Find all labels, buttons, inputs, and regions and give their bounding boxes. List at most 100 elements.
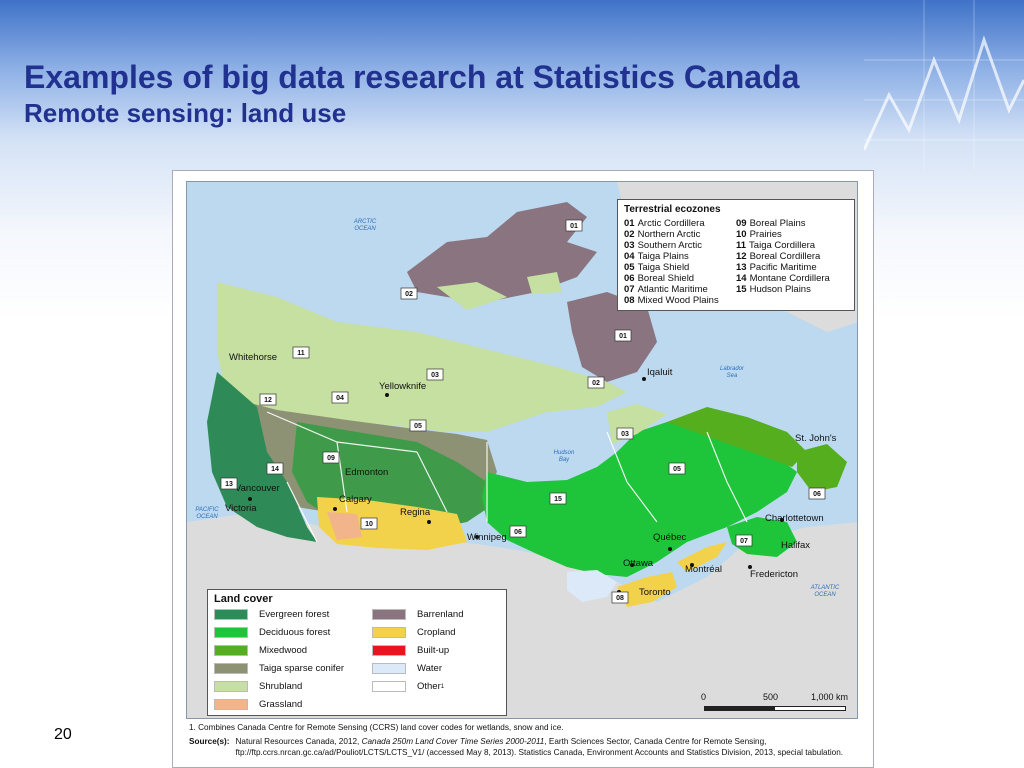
city-calgary: Calgary [339, 494, 372, 505]
ecozones-legend-title: Terrestrial ecozones [624, 204, 721, 215]
slide-subtitle: Remote sensing: land use [24, 98, 347, 128]
svg-text:01: 01 [619, 333, 627, 340]
ecozone-label-01b: 01 [614, 329, 632, 342]
svg-text:14: 14 [271, 466, 279, 473]
ecozone-label-05b: 05 [668, 462, 686, 475]
city-iqaluit: Iqaluit [647, 367, 673, 378]
svg-text:09: 09 [327, 455, 335, 462]
ecozone-label-04: 04 [331, 391, 349, 404]
svg-text:05: 05 [673, 466, 681, 473]
land-cover-swatch [372, 627, 406, 638]
slide-number: 20 [54, 726, 72, 743]
footnote: 1. Combines Canada Centre for Remote Sen… [189, 723, 564, 732]
newfoundland [797, 444, 847, 492]
city-ottawa: Ottawa [623, 558, 654, 569]
city-montreal: Montréal [685, 564, 722, 575]
ecozone-legend-item: 11 Taiga Cordillera [736, 240, 816, 251]
svg-text:Labrador: Labrador [720, 366, 745, 372]
scale-label-0: 0 [701, 692, 707, 702]
slide-title: Examples of big data research at Statist… [24, 59, 800, 95]
ecozone-label-09: 09 [322, 451, 340, 464]
ecozone-legend-item: 07 Atlantic Maritime [624, 284, 708, 295]
ecozone-legend-item: 06 Boreal Shield [624, 273, 695, 284]
ecozone-label-13: 13 [220, 477, 238, 490]
land-cover-legend-list: Evergreen forest Barrenland Deciduous fore… [214, 608, 500, 711]
ecozone-legend-item: 01 Arctic Cordillera [624, 218, 705, 229]
land-cover-swatch [372, 645, 406, 656]
ocean-label-atlantic: ATLANTIC OCEAN [810, 585, 840, 598]
ecozone-legend-item: 15 Hudson Plains [736, 284, 811, 295]
svg-text:13: 13 [225, 481, 233, 488]
ecozone-label-10: 10 [360, 517, 378, 530]
scale-bar: 0 500 1,000 km [699, 692, 849, 718]
land-cover-legend-title: Land cover [214, 593, 273, 605]
st-lawrence-cropland [677, 542, 727, 572]
svg-text:03: 03 [431, 372, 439, 379]
ecozone-label-06b: 06 [808, 487, 826, 500]
land-cover-legend-item: Shrubland [214, 680, 372, 693]
city-yellowknife: Yellowknife [379, 381, 426, 392]
svg-text:02: 02 [592, 380, 600, 387]
land-cover-legend-item: Grassland [214, 698, 372, 711]
city-regina: Regina [400, 507, 431, 518]
ecozone-legend-item: 13 Pacific Maritime [736, 262, 817, 273]
svg-text:06: 06 [514, 529, 522, 536]
land-cover-swatch [372, 609, 406, 620]
ecozone-legend-item: 08 Mixed Wood Plains [624, 295, 719, 306]
canada-land-cover-map: ARCTIC OCEAN Labrador Sea Hudson Bay PAC… [186, 181, 858, 719]
ocean-label-arctic: ARCTIC OCEAN [353, 219, 377, 232]
baffin-island [567, 292, 657, 382]
ecozone-label-03a: 03 [426, 368, 444, 381]
scale-label-500: 500 [763, 692, 779, 702]
svg-text:Bay: Bay [559, 457, 570, 463]
land-cover-figure: ARCTIC OCEAN Labrador Sea Hudson Bay PAC… [172, 170, 874, 768]
land-cover-legend: Land cover Evergreen forest Barrenland Dec… [207, 589, 507, 716]
land-cover-swatch [372, 681, 406, 692]
ocean-label-labrador: Labrador Sea [720, 366, 745, 379]
maritimes [727, 517, 797, 557]
ecozone-legend-item: 12 Boreal Cordillera [736, 251, 821, 262]
ecozone-legend-item: 14 Montane Cordillera [736, 273, 830, 284]
svg-text:Sea: Sea [727, 373, 738, 379]
ocean-label-pacific: PACIFIC OCEAN [195, 507, 219, 520]
svg-text:04: 04 [336, 395, 344, 402]
svg-text:03: 03 [621, 431, 629, 438]
svg-text:11: 11 [297, 350, 305, 357]
decorative-graph-lines [864, 0, 1024, 170]
land-cover-swatch [214, 627, 248, 638]
ecozone-legend-item: 03 Southern Arctic [624, 240, 702, 251]
land-cover-legend-item: Taiga sparse conifer [214, 662, 372, 675]
ecozones-legend-list: 01 Arctic Cordillera 09 Boreal Plains 02 Nort… [624, 218, 848, 306]
ecozones-legend: Terrestrial ecozones 01 Arctic Cordillera… [617, 199, 855, 311]
source-label: Source(s): [189, 737, 230, 746]
land-cover-swatch [214, 699, 248, 710]
ecozone-label-05a: 05 [409, 419, 427, 432]
svg-text:08: 08 [616, 595, 624, 602]
svg-text:02: 02 [405, 291, 413, 298]
svg-text:OCEAN: OCEAN [814, 592, 836, 598]
land-cover-swatch [214, 609, 248, 620]
land-cover-legend-item: Cropland [372, 626, 502, 639]
city-vancouver: Vancouver [235, 483, 280, 494]
ecozone-label-07: 07 [735, 534, 753, 547]
city-whitehorse: Whitehorse [229, 352, 277, 363]
mainland-shrubland [217, 282, 627, 432]
ecozone-label-11: 11 [292, 346, 310, 359]
ecozone-label-14: 14 [266, 462, 284, 475]
svg-text:OCEAN: OCEAN [354, 226, 376, 232]
land-cover-swatch [214, 645, 248, 656]
land-cover-legend-item: Mixedwood [214, 644, 372, 657]
ecozone-label-03b: 03 [616, 427, 634, 440]
grassland [327, 512, 362, 540]
ecozone-label-08: 08 [611, 591, 629, 604]
svg-text:OCEAN: OCEAN [196, 514, 218, 520]
city-edmonton: Edmonton [345, 467, 388, 478]
land-cover-legend-item: Deciduous forest [214, 626, 372, 639]
svg-text:06: 06 [813, 491, 821, 498]
svg-text:01: 01 [570, 223, 578, 230]
land-cover-swatch [372, 663, 406, 674]
land-cover-legend-item: Built-up [372, 644, 502, 657]
city-fredericton: Fredericton [750, 569, 798, 580]
city-halifax: Halifax [781, 540, 810, 551]
svg-text:15: 15 [554, 496, 562, 503]
